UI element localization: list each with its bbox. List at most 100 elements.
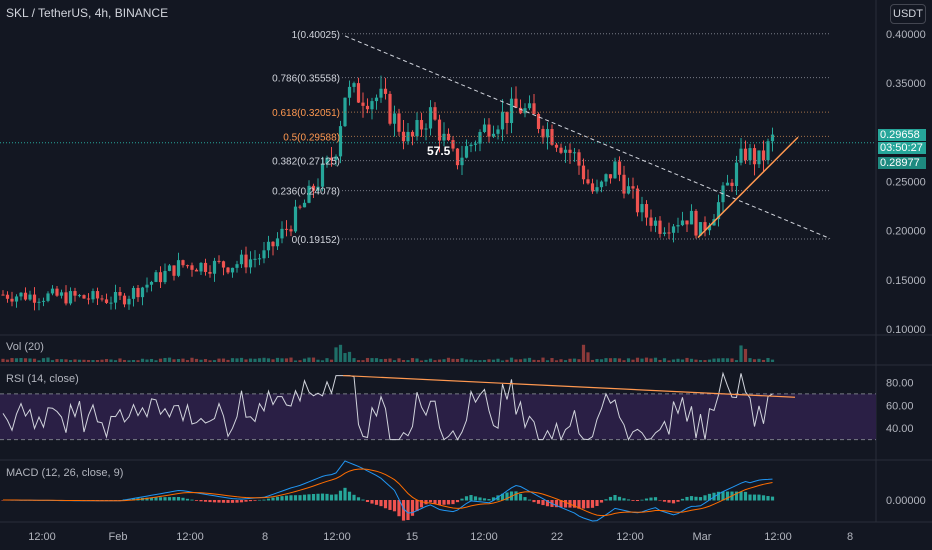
- macd-histogram-bar: [392, 500, 397, 512]
- candle-body: [478, 131, 482, 144]
- macd-histogram-bar: [388, 500, 392, 510]
- volume-bar: [257, 358, 262, 362]
- candle-body: [1, 294, 5, 296]
- volume-bar: [82, 359, 86, 362]
- volume-bar: [766, 357, 770, 362]
- volume-bar: [532, 359, 536, 362]
- candle-body: [334, 156, 338, 160]
- candle-body: [194, 269, 199, 272]
- volume-bar: [248, 358, 253, 362]
- volume-bar: [527, 357, 532, 362]
- candle-body: [10, 298, 14, 302]
- rsi-divergence-line: [342, 374, 796, 398]
- volume-bar: [545, 360, 550, 362]
- volume-bar: [230, 358, 235, 362]
- candle-body: [46, 293, 50, 301]
- volume-bar: [356, 360, 361, 362]
- candle-body: [743, 148, 748, 161]
- candle-body: [136, 287, 140, 298]
- volume-bar: [163, 357, 167, 362]
- candle-body: [649, 217, 653, 226]
- candle-body: [59, 292, 64, 296]
- candle-body: [707, 225, 712, 231]
- candle-body: [545, 129, 550, 138]
- macd-histogram-bar: [284, 495, 289, 501]
- candle-body: [658, 220, 662, 234]
- volume-bar: [743, 348, 748, 362]
- time-axis-label: 12:00: [616, 531, 644, 543]
- volume-bar: [181, 358, 185, 362]
- volume-bar: [374, 358, 379, 362]
- candle-body: [505, 111, 509, 124]
- candle-body: [514, 98, 518, 108]
- macd-histogram-bar: [289, 495, 293, 501]
- macd-histogram-bar: [190, 499, 194, 501]
- macd-histogram-bar: [595, 500, 599, 506]
- time-axis-label: 15: [406, 531, 418, 543]
- candle-body: [482, 124, 487, 132]
- candle-body: [131, 287, 136, 299]
- candle-body: [203, 262, 208, 272]
- currency-button[interactable]: USDT: [890, 4, 926, 24]
- candle-body: [64, 292, 68, 304]
- macd-histogram-bar: [716, 491, 721, 501]
- countdown-badge: 03:50:27: [878, 142, 926, 154]
- volume-bar: [392, 360, 397, 362]
- macd-histogram-bar: [329, 494, 334, 501]
- volume-bar: [721, 358, 725, 362]
- macd-histogram-bar: [559, 500, 563, 508]
- volume-bar: [158, 358, 163, 362]
- volume-bar: [716, 358, 721, 362]
- price-tick-label: 0.40000: [886, 29, 926, 41]
- volume-bar: [14, 358, 19, 362]
- macd-histogram-bar: [496, 495, 500, 501]
- candle-body: [469, 144, 473, 147]
- candle-body: [181, 260, 185, 266]
- candle-body: [437, 119, 442, 141]
- volume-bar: [55, 359, 59, 362]
- volume-bar: [383, 358, 388, 362]
- candle-body: [163, 270, 167, 283]
- volume-bar: [541, 357, 545, 362]
- volume-bar: [482, 359, 487, 362]
- volume-bar: [500, 360, 505, 362]
- volume-bar: [293, 360, 298, 362]
- candle-body: [91, 291, 95, 300]
- volume-bar: [572, 358, 577, 362]
- candle-body: [311, 185, 316, 191]
- candle-body: [284, 228, 289, 230]
- macd-histogram-bar: [365, 500, 370, 503]
- volume-bar: [118, 358, 122, 362]
- volume-bar: [469, 359, 473, 362]
- time-axis-label: 8: [847, 531, 853, 543]
- volume-bar: [77, 359, 82, 362]
- volume-bar: [221, 358, 226, 362]
- volume-bars: [1, 344, 775, 362]
- candle-body: [613, 161, 617, 179]
- macd-histogram-bar: [734, 491, 739, 501]
- volume-bar: [226, 359, 230, 362]
- candle-body: [230, 267, 235, 273]
- macd-histogram-bar: [433, 500, 437, 504]
- volume-bar: [608, 358, 613, 362]
- volume-bar: [550, 358, 554, 362]
- volume-bar: [554, 360, 559, 362]
- time-axis-label: 12:00: [28, 531, 56, 543]
- macd-histogram-bar: [131, 498, 136, 501]
- volume-bar: [752, 359, 757, 362]
- candle-body: [730, 182, 734, 187]
- rsi-tick-label: 60.00: [886, 400, 914, 412]
- macd-histogram-bar: [622, 498, 626, 501]
- macd-histogram-bar: [482, 498, 487, 501]
- candle-body: [361, 102, 365, 106]
- candle-body: [149, 281, 154, 285]
- candle-body: [752, 148, 757, 165]
- volume-bar: [149, 358, 154, 362]
- volume-bar: [95, 359, 100, 362]
- macd-histogram-bar: [451, 500, 455, 505]
- macd-histogram-bar: [581, 500, 586, 509]
- candle-body: [473, 143, 478, 145]
- volume-bar: [514, 359, 518, 362]
- candle-body: [635, 188, 640, 213]
